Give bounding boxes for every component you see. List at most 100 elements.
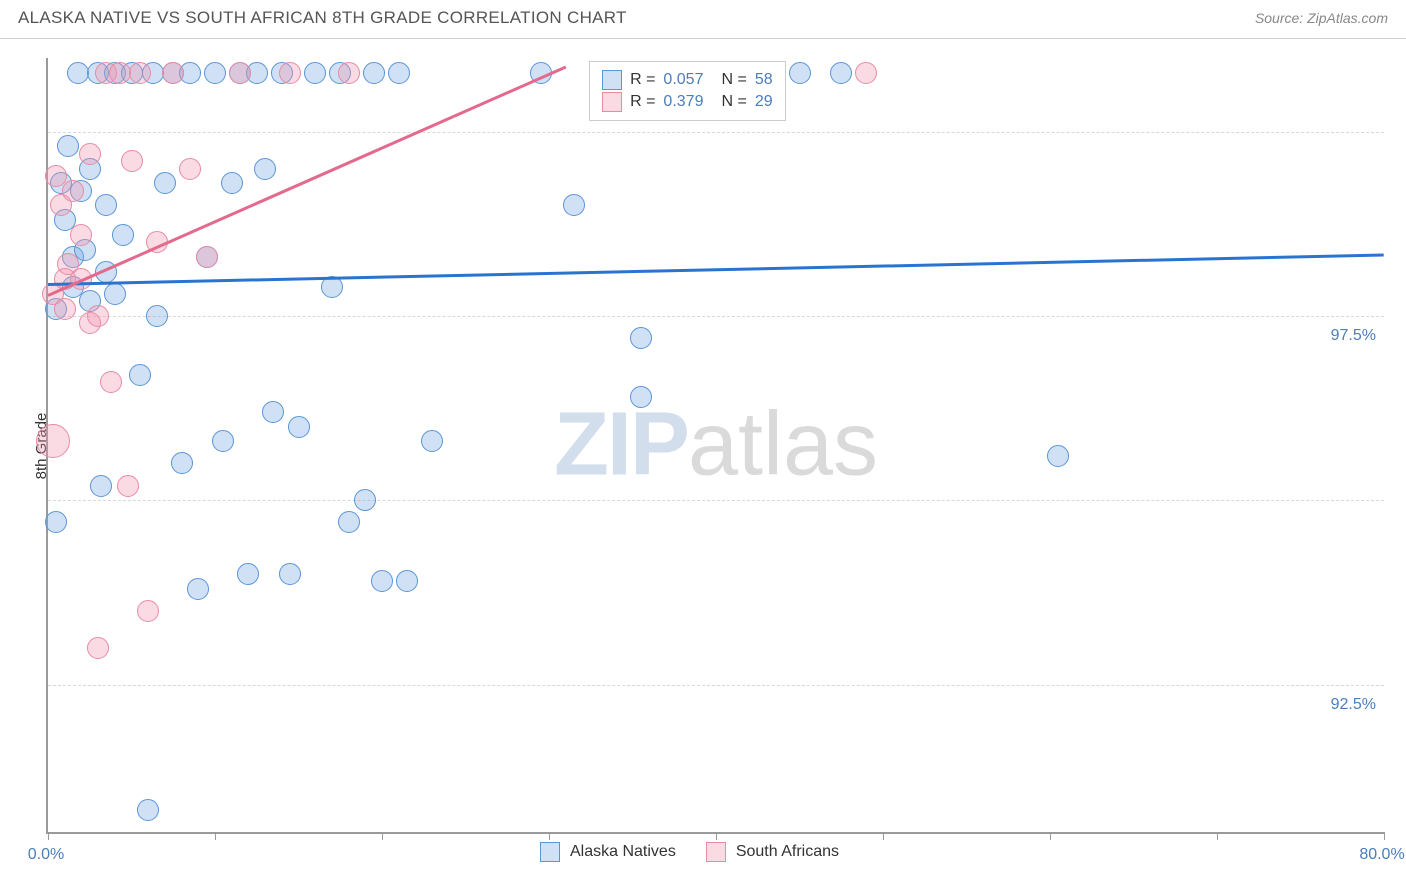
scatter-point	[338, 62, 360, 84]
n-value: 29	[755, 93, 773, 111]
gridline-horizontal	[48, 132, 1384, 133]
correlation-legend: R = 0.057 N = 58 R = 0.379 N = 29	[589, 61, 786, 121]
legend-swatch	[706, 842, 726, 862]
scatter-point	[630, 386, 652, 408]
y-tick-label: 97.5%	[1331, 327, 1376, 345]
scatter-point	[855, 62, 877, 84]
scatter-point	[196, 246, 218, 268]
scatter-point	[104, 283, 126, 305]
scatter-point	[179, 158, 201, 180]
scatter-point	[288, 416, 310, 438]
scatter-point	[62, 180, 84, 202]
scatter-point	[338, 511, 360, 533]
watermark-atlas: atlas	[688, 395, 878, 495]
scatter-point	[563, 194, 585, 216]
scatter-point	[100, 371, 122, 393]
legend-label: South Africans	[736, 843, 839, 861]
scatter-point	[90, 475, 112, 497]
scatter-point	[254, 158, 276, 180]
chart-container: ALASKA NATIVE VS SOUTH AFRICAN 8TH GRADE…	[0, 0, 1406, 892]
scatter-point	[67, 62, 89, 84]
y-tick-label: 92.5%	[1331, 696, 1376, 714]
plot-area: ZIPatlas 92.5% 97.5% R = 0.057 N = 58 R = 0.379…	[46, 58, 1384, 834]
scatter-point	[279, 62, 301, 84]
scatter-point	[421, 430, 443, 452]
scatter-point	[79, 143, 101, 165]
x-tick-label: 80.0%	[1359, 846, 1404, 864]
scatter-point	[354, 489, 376, 511]
gridline-horizontal	[48, 500, 1384, 501]
scatter-point	[221, 172, 243, 194]
n-label: N =	[721, 71, 746, 89]
scatter-point	[112, 224, 134, 246]
x-tick	[48, 832, 49, 840]
scatter-point	[36, 424, 70, 458]
scatter-point	[237, 563, 259, 585]
scatter-point	[129, 62, 151, 84]
scatter-point	[129, 364, 151, 386]
correlation-row: R = 0.379 N = 29	[602, 92, 773, 112]
bottom-legend: Alaska Natives South Africans	[540, 842, 859, 862]
r-label: R =	[630, 93, 655, 111]
x-tick	[716, 832, 717, 840]
title-bar: ALASKA NATIVE VS SOUTH AFRICAN 8TH GRADE…	[0, 0, 1406, 39]
scatter-point	[304, 62, 326, 84]
scatter-point	[57, 135, 79, 157]
n-label: N =	[721, 93, 746, 111]
watermark: ZIPatlas	[554, 394, 878, 497]
source-label: Source: ZipAtlas.com	[1255, 10, 1388, 26]
x-tick	[883, 832, 884, 840]
watermark-zip: ZIP	[554, 395, 688, 495]
scatter-point	[363, 62, 385, 84]
trend-line	[47, 65, 566, 296]
scatter-point	[146, 305, 168, 327]
gridline-horizontal	[48, 685, 1384, 686]
scatter-point	[137, 799, 159, 821]
legend-swatch	[602, 70, 622, 90]
scatter-point	[279, 563, 301, 585]
scatter-point	[262, 401, 284, 423]
x-tick-label: 0.0%	[28, 846, 64, 864]
x-tick	[1217, 832, 1218, 840]
x-tick	[215, 832, 216, 840]
scatter-point	[187, 578, 209, 600]
scatter-point	[1047, 445, 1069, 467]
legend-swatch	[602, 92, 622, 112]
chart-title: ALASKA NATIVE VS SOUTH AFRICAN 8TH GRADE…	[18, 8, 627, 28]
x-tick	[1050, 832, 1051, 840]
correlation-row: R = 0.057 N = 58	[602, 70, 773, 90]
scatter-point	[45, 511, 67, 533]
r-value: 0.379	[663, 93, 703, 111]
scatter-point	[371, 570, 393, 592]
scatter-point	[830, 62, 852, 84]
scatter-point	[388, 62, 410, 84]
x-tick	[382, 832, 383, 840]
scatter-point	[117, 475, 139, 497]
scatter-point	[396, 570, 418, 592]
scatter-point	[137, 600, 159, 622]
scatter-point	[54, 298, 76, 320]
gridline-horizontal	[48, 316, 1384, 317]
scatter-point	[154, 172, 176, 194]
scatter-point	[95, 194, 117, 216]
scatter-point	[789, 62, 811, 84]
scatter-point	[70, 224, 92, 246]
scatter-point	[212, 430, 234, 452]
r-value: 0.057	[663, 71, 703, 89]
scatter-point	[229, 62, 251, 84]
trend-line	[48, 253, 1384, 285]
scatter-point	[171, 452, 193, 474]
r-label: R =	[630, 71, 655, 89]
scatter-point	[162, 62, 184, 84]
n-value: 58	[755, 71, 773, 89]
scatter-point	[87, 637, 109, 659]
x-tick	[1384, 832, 1385, 840]
scatter-point	[109, 62, 131, 84]
scatter-point	[204, 62, 226, 84]
legend-swatch	[540, 842, 560, 862]
legend-label: Alaska Natives	[570, 843, 676, 861]
scatter-point	[630, 327, 652, 349]
scatter-point	[121, 150, 143, 172]
x-tick	[549, 832, 550, 840]
scatter-point	[87, 305, 109, 327]
